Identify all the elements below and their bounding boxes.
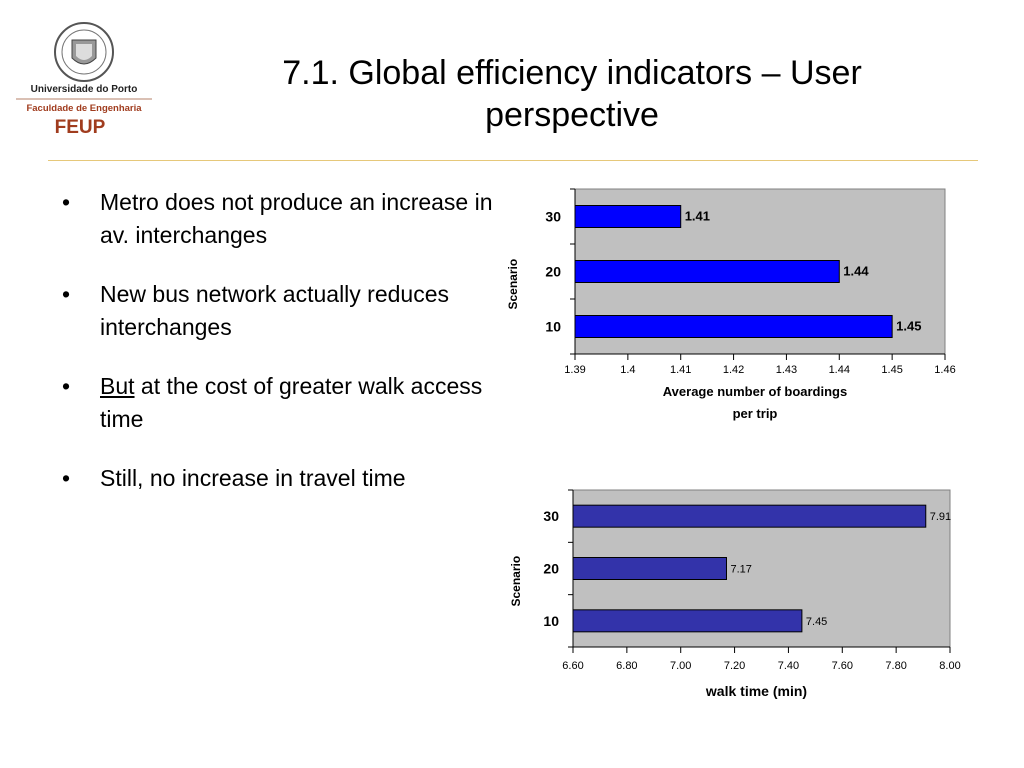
data-label: 7.45 bbox=[806, 616, 827, 628]
y-axis-title: Scenario bbox=[506, 259, 520, 310]
walk-time-chart-svg: 6.60 6.80 7.00 7.20 7.40 7.60 7.80 8.00 30 7.91 20… bbox=[509, 489, 961, 699]
x-tick-label: 1.44 bbox=[829, 364, 850, 376]
category-label: 20 bbox=[545, 264, 561, 280]
y-axis-title: Scenario bbox=[509, 556, 523, 607]
data-label: 1.45 bbox=[896, 319, 921, 334]
page-title: 7.1. Global efficiency indicators – User… bbox=[282, 54, 862, 134]
data-label: 7.91 bbox=[930, 511, 951, 523]
bullet-item: • Still, no increase in travel time bbox=[58, 462, 498, 495]
x-axis-title: Average number of boardings bbox=[663, 384, 847, 399]
category-label: 10 bbox=[545, 319, 561, 335]
x-tick-label: 1.39 bbox=[564, 364, 585, 376]
logo-university: Universidade do Porto bbox=[31, 84, 138, 95]
bullet-icon: • bbox=[62, 189, 71, 215]
bullet-item: • But at the cost of greater walk access … bbox=[58, 370, 498, 436]
logo-acronym: FEUP bbox=[55, 117, 106, 138]
feup-logo: Universidade do Porto Faculdade de Engen… bbox=[14, 20, 154, 140]
bullet-item: • Metro does not produce an increase in a… bbox=[58, 186, 498, 252]
data-label: 1.44 bbox=[843, 264, 869, 279]
bullet-underlined-text: But bbox=[100, 373, 135, 399]
bullet-icon: • bbox=[62, 281, 71, 307]
logo-faculty: Faculdade de Engenharia bbox=[26, 103, 142, 114]
boardings-chart-svg: 1.39 1.4 1.41 1.42 1.43 1.44 1.45 1.46 30 1.41 20 1… bbox=[506, 188, 956, 421]
x-tick-label: 7.80 bbox=[885, 660, 906, 672]
university-seal-icon: Universidade do Porto Faculdade de Engen… bbox=[16, 22, 152, 138]
x-tick-label: 1.4 bbox=[620, 364, 635, 376]
x-tick-label: 7.60 bbox=[832, 660, 853, 672]
x-tick-label: 6.80 bbox=[616, 660, 637, 672]
x-tick-label: 1.45 bbox=[881, 364, 902, 376]
bar bbox=[572, 557, 727, 580]
x-tick-label: 7.20 bbox=[724, 660, 745, 672]
bullet-text: Metro does not produce an increase in av… bbox=[100, 189, 493, 248]
x-tick-label: 1.41 bbox=[670, 364, 691, 376]
bar bbox=[574, 260, 840, 283]
bullet-list: • Metro does not produce an increase in a… bbox=[58, 186, 498, 521]
data-label: 1.41 bbox=[685, 209, 710, 224]
x-tick-label: 1.42 bbox=[723, 364, 744, 376]
bullet-icon: • bbox=[62, 373, 71, 399]
category-label: 30 bbox=[545, 209, 561, 225]
bar bbox=[572, 609, 803, 633]
x-tick-label: 8.00 bbox=[939, 660, 960, 672]
bullet-text: Still, no increase in travel time bbox=[100, 465, 406, 491]
category-label: 20 bbox=[543, 561, 559, 577]
bullet-text: New bus network actually reduces interch… bbox=[100, 281, 449, 340]
y-axis-title-group: Scenario bbox=[509, 556, 523, 607]
x-tick-label: 1.43 bbox=[776, 364, 797, 376]
data-label: 7.17 bbox=[730, 564, 751, 576]
bar bbox=[574, 315, 893, 338]
x-tick-label: 6.60 bbox=[562, 660, 583, 672]
title-divider bbox=[48, 160, 978, 161]
x-tick-label: 1.46 bbox=[934, 364, 955, 376]
bullet-item: • New bus network actually reduces interc… bbox=[58, 278, 498, 344]
category-label: 10 bbox=[543, 613, 559, 629]
x-tick-label: 7.40 bbox=[778, 660, 799, 672]
bullet-text: at the cost of greater walk access time bbox=[100, 373, 483, 432]
y-axis-title-group: Scenario bbox=[506, 259, 520, 310]
x-tick-label: 7.00 bbox=[670, 660, 691, 672]
bar bbox=[574, 205, 682, 228]
bar bbox=[572, 504, 927, 528]
x-axis-title: per trip bbox=[733, 406, 778, 421]
bullet-icon: • bbox=[62, 465, 71, 491]
category-label: 30 bbox=[543, 508, 559, 524]
x-axis-title: walk time (min) bbox=[705, 683, 807, 699]
boardings-chart: 1.39 1.4 1.41 1.42 1.43 1.44 1.45 1.46 30 1.41 20 1… bbox=[498, 176, 968, 436]
walk-time-chart: 6.60 6.80 7.00 7.20 7.40 7.60 7.80 8.00 30 7.91 20… bbox=[498, 478, 968, 718]
